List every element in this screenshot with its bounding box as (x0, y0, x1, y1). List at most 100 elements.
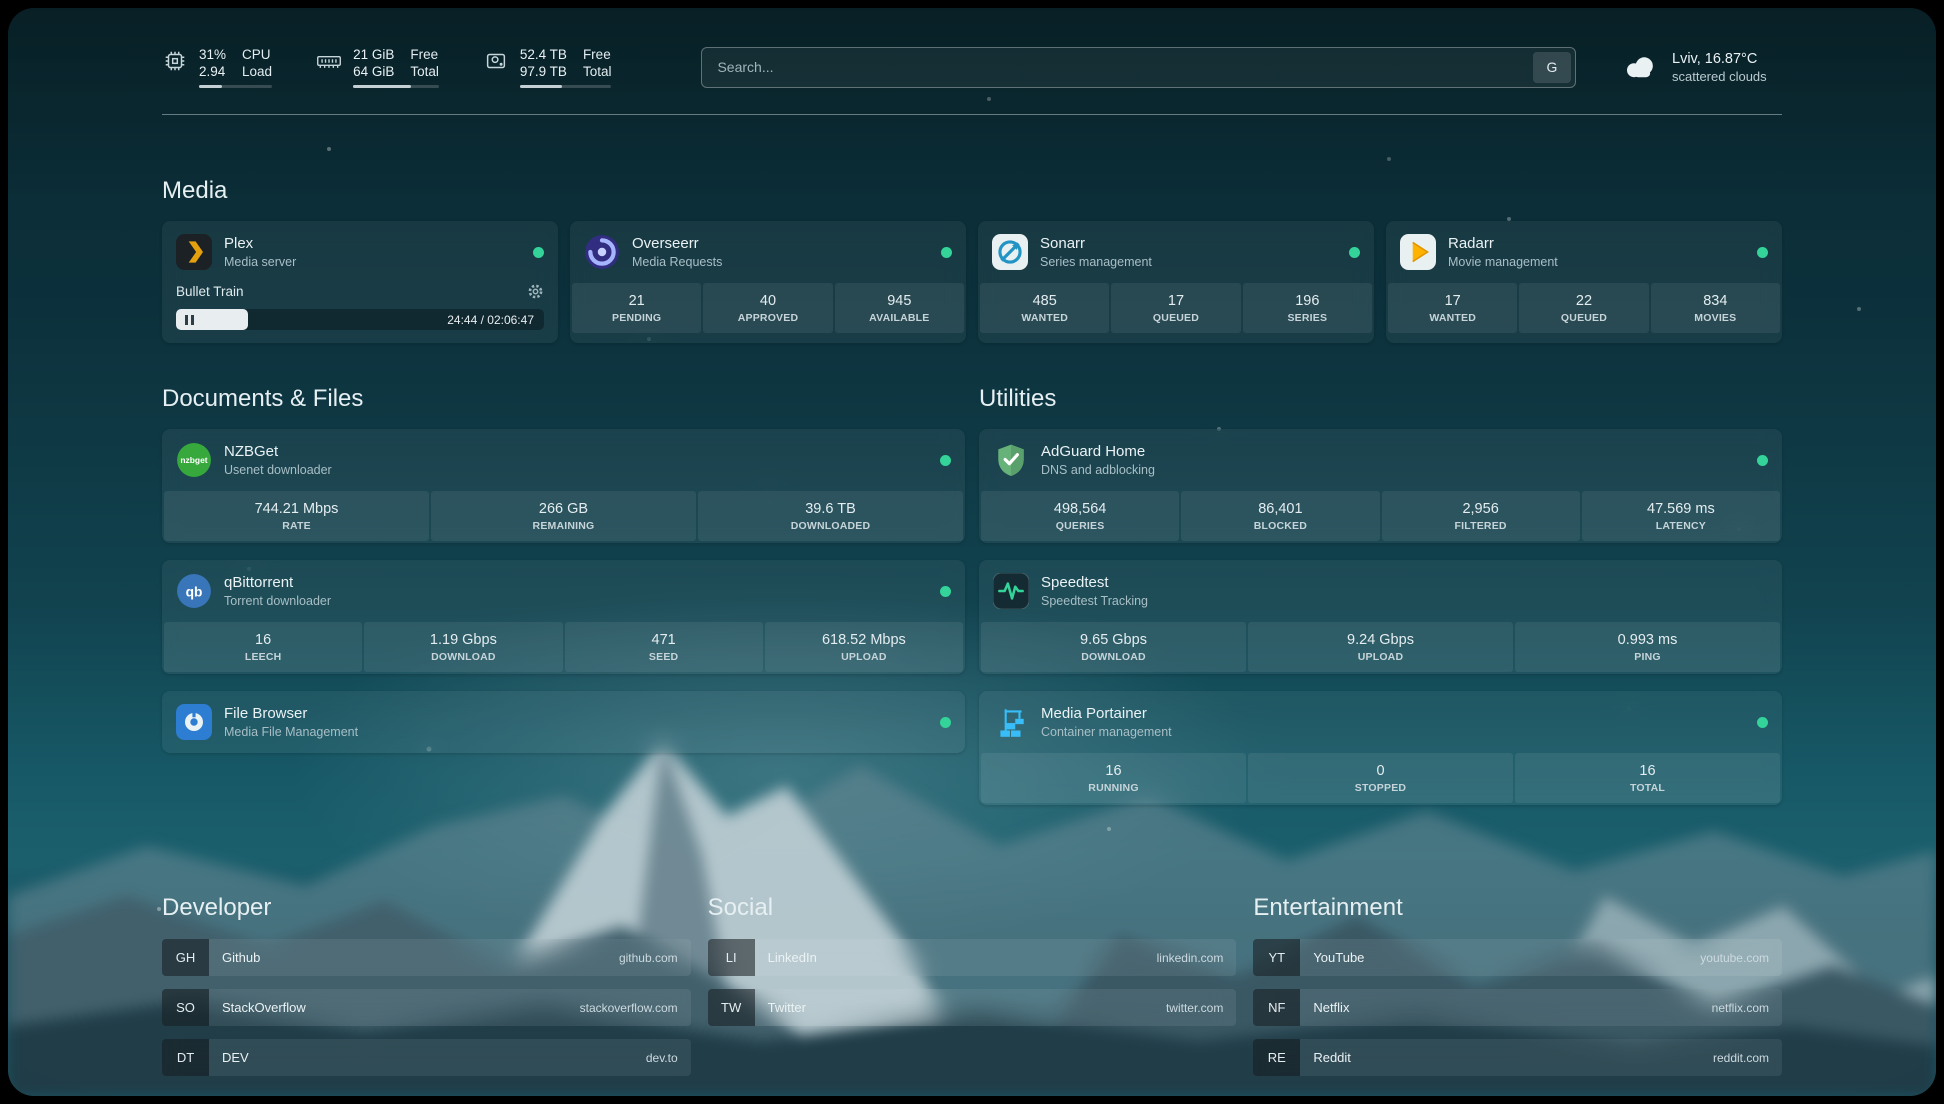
service-card-portainer[interactable]: Media Portainer Container management 16 … (979, 691, 1782, 805)
service-desc: Media server (224, 255, 296, 269)
now-playing-title: Bullet Train (176, 284, 244, 299)
bookmark-youtube[interactable]: YT YouTube youtube.com (1253, 939, 1782, 976)
gear-icon[interactable] (527, 283, 544, 300)
bookmark-abbr: GH (162, 939, 209, 976)
service-name: Overseerr (632, 235, 722, 252)
service-name: AdGuard Home (1041, 443, 1155, 460)
cpu-load: 2.94 (199, 63, 226, 80)
status-dot (1757, 717, 1768, 728)
memory-free-label: Free (410, 46, 439, 63)
service-desc: Media File Management (224, 725, 358, 739)
stat-block: 744.21 Mbps RATE (164, 491, 429, 541)
bookmark-twitter[interactable]: TW Twitter twitter.com (708, 989, 1237, 1026)
service-card-radarr[interactable]: Radarr Movie management 17 WANTED 22 QUE… (1386, 221, 1782, 343)
memory-widget: 21 GiB Free 64 GiB Total (316, 46, 439, 88)
service-desc: Series management (1040, 255, 1152, 269)
section-title-media: Media (162, 177, 1782, 205)
bookmark-github[interactable]: GH Github github.com (162, 939, 691, 976)
disk-free-label: Free (583, 46, 612, 63)
section-media: Media Plex Media server (162, 177, 1782, 343)
qbittorrent-icon: qb (176, 573, 212, 609)
cpu-percent: 31% (199, 46, 226, 63)
service-card-filebrowser[interactable]: File Browser Media File Management (162, 691, 965, 753)
section-title-social: Social (708, 894, 1237, 922)
status-dot (533, 247, 544, 258)
section-title-developer: Developer (162, 894, 691, 922)
stat-block: 266 GB REMAINING (431, 491, 696, 541)
service-card-adguard[interactable]: AdGuard Home DNS and adblocking 498,564 … (979, 429, 1782, 543)
memory-total-label: Total (410, 63, 439, 80)
overseerr-icon (584, 234, 620, 270)
bookmark-abbr: TW (708, 989, 755, 1026)
section-title-documents: Documents & Files (162, 385, 965, 413)
stat-block: 471 SEED (565, 622, 763, 672)
filebrowser-icon (176, 704, 212, 740)
memory-progress-bar (353, 85, 439, 88)
disk-widget: 52.4 TB Free 97.9 TB Total (483, 46, 612, 88)
service-card-sonarr[interactable]: Sonarr Series management 485 WANTED 17 Q… (978, 221, 1374, 343)
service-card-overseerr[interactable]: Overseerr Media Requests 21 PENDING 40 A… (570, 221, 966, 343)
cpu-icon (162, 48, 188, 74)
status-dot (941, 247, 952, 258)
bookmark-url: dev.to (646, 1051, 691, 1065)
service-name: NZBGet (224, 443, 332, 460)
status-dot (940, 717, 951, 728)
service-name: Media Portainer (1041, 705, 1172, 722)
stat-block: 0 STOPPED (1248, 753, 1513, 803)
service-desc: DNS and adblocking (1041, 463, 1155, 477)
bookmark-abbr: DT (162, 1039, 209, 1076)
status-dot (940, 455, 951, 466)
service-card-plex[interactable]: Plex Media server Bullet Train (162, 221, 558, 343)
weather-condition: scattered clouds (1672, 69, 1767, 84)
service-card-speedtest[interactable]: Speedtest Speedtest Tracking 9.65 Gbps D… (979, 560, 1782, 674)
topbar-divider (162, 114, 1782, 115)
service-card-nzbget[interactable]: nzbget NZBGet Usenet downloader 744.21 M… (162, 429, 965, 543)
stat-block: 485 WANTED (980, 283, 1109, 333)
bookmark-name: YouTube (1300, 950, 1364, 965)
stat-block: 40 APPROVED (703, 283, 832, 333)
bookmark-linkedin[interactable]: LI LinkedIn linkedin.com (708, 939, 1237, 976)
snow-specks (8, 8, 10, 10)
bookmark-reddit[interactable]: RE Reddit reddit.com (1253, 1039, 1782, 1076)
search-provider-button[interactable]: G (1533, 52, 1571, 83)
section-documents: Documents & Files nzbget NZBGet Usenet d… (162, 385, 965, 822)
service-card-qbittorrent[interactable]: qb qBittorrent Torrent downloader 16 LEE… (162, 560, 965, 674)
bookmark-url: youtube.com (1700, 951, 1782, 965)
service-desc: Usenet downloader (224, 463, 332, 477)
memory-icon (316, 48, 342, 74)
stat-block: 196 SERIES (1243, 283, 1372, 333)
bookmark-netflix[interactable]: NF Netflix netflix.com (1253, 989, 1782, 1026)
service-desc: Media Requests (632, 255, 722, 269)
bookmark-abbr: LI (708, 939, 755, 976)
bookmark-group-entertainment: Entertainment YT YouTube youtube.com NF … (1253, 894, 1782, 1089)
stat-block: 22 QUEUED (1519, 283, 1648, 333)
cpu-label: CPU (242, 46, 272, 63)
stat-block: 21 PENDING (572, 283, 701, 333)
stat-block: 618.52 Mbps UPLOAD (765, 622, 963, 672)
service-desc: Container management (1041, 725, 1172, 739)
bookmark-name: DEV (209, 1050, 249, 1065)
status-dot (1349, 247, 1360, 258)
radarr-icon (1400, 234, 1436, 270)
playback-progress-bar: 24:44 / 02:06:47 (176, 309, 544, 330)
search-input[interactable] (701, 47, 1576, 88)
bookmark-url: twitter.com (1166, 1001, 1236, 1015)
bookmark-stackoverflow[interactable]: SO StackOverflow stackoverflow.com (162, 989, 691, 1026)
bookmark-name: Twitter (755, 1000, 806, 1015)
stat-block: 17 WANTED (1388, 283, 1517, 333)
pause-icon[interactable] (185, 315, 194, 325)
disk-progress-bar (520, 85, 612, 88)
svg-text:nzbget: nzbget (180, 455, 207, 465)
stat-block: 39.6 TB DOWNLOADED (698, 491, 963, 541)
bookmark-dev[interactable]: DT DEV dev.to (162, 1039, 691, 1076)
bookmark-url: stackoverflow.com (580, 1001, 691, 1015)
svg-text:qb: qb (186, 584, 203, 599)
nzbget-icon: nzbget (176, 442, 212, 478)
stat-block: 16 RUNNING (981, 753, 1246, 803)
stat-block: 86,401 BLOCKED (1181, 491, 1379, 541)
section-title-utilities: Utilities (979, 385, 1782, 413)
stat-block: 0.993 ms PING (1515, 622, 1780, 672)
stat-block: 2,956 FILTERED (1382, 491, 1580, 541)
stat-block: 16 TOTAL (1515, 753, 1780, 803)
disk-free: 52.4 TB (520, 46, 567, 63)
